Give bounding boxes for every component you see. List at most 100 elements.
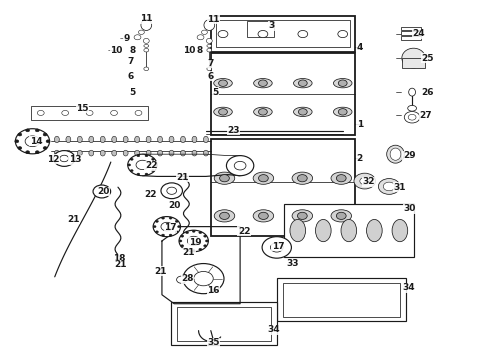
Text: 4: 4 [357, 43, 363, 52]
Circle shape [145, 173, 148, 175]
Ellipse shape [341, 220, 357, 242]
Text: 33: 33 [286, 259, 298, 268]
Text: 11: 11 [207, 15, 220, 24]
Text: 34: 34 [267, 325, 280, 334]
Circle shape [137, 173, 140, 175]
Circle shape [15, 140, 19, 143]
FancyBboxPatch shape [211, 53, 355, 135]
Text: 6: 6 [127, 72, 133, 81]
Circle shape [259, 175, 269, 182]
Ellipse shape [207, 44, 212, 47]
Text: 17: 17 [272, 242, 285, 251]
Text: 15: 15 [76, 104, 89, 113]
Circle shape [18, 133, 22, 136]
Ellipse shape [331, 172, 351, 184]
Circle shape [336, 212, 346, 220]
Ellipse shape [333, 78, 352, 88]
Circle shape [181, 235, 184, 237]
Circle shape [199, 248, 202, 251]
Text: 3: 3 [269, 21, 275, 30]
Circle shape [25, 136, 40, 147]
Ellipse shape [214, 210, 235, 222]
Ellipse shape [100, 150, 105, 156]
FancyBboxPatch shape [284, 204, 414, 257]
Circle shape [270, 243, 283, 252]
Ellipse shape [390, 148, 401, 160]
Ellipse shape [294, 107, 312, 117]
Circle shape [298, 31, 308, 38]
Circle shape [204, 245, 207, 247]
Circle shape [43, 133, 47, 136]
Circle shape [145, 155, 148, 157]
Text: 7: 7 [208, 59, 214, 68]
Circle shape [15, 129, 49, 154]
Circle shape [234, 161, 246, 170]
Ellipse shape [144, 44, 149, 47]
Circle shape [338, 80, 347, 86]
Circle shape [298, 80, 307, 86]
Text: 5: 5 [129, 87, 136, 96]
Circle shape [186, 231, 189, 234]
Circle shape [179, 240, 182, 242]
Circle shape [60, 155, 69, 162]
Ellipse shape [158, 136, 163, 143]
Ellipse shape [66, 136, 71, 143]
FancyBboxPatch shape [401, 36, 421, 40]
Text: 22: 22 [145, 161, 157, 170]
Text: 20: 20 [98, 187, 110, 196]
Ellipse shape [402, 48, 425, 68]
Ellipse shape [135, 150, 140, 156]
Circle shape [258, 31, 268, 38]
Ellipse shape [214, 78, 232, 88]
Text: 11: 11 [140, 14, 152, 23]
Ellipse shape [408, 105, 416, 111]
Circle shape [37, 111, 44, 116]
Circle shape [154, 164, 157, 166]
Circle shape [86, 111, 93, 116]
Circle shape [338, 109, 347, 115]
Circle shape [135, 111, 142, 116]
Ellipse shape [169, 136, 174, 143]
Text: 25: 25 [421, 54, 434, 63]
Circle shape [137, 155, 140, 157]
Circle shape [201, 30, 207, 35]
Circle shape [336, 175, 346, 182]
Circle shape [220, 175, 229, 182]
Circle shape [338, 31, 347, 38]
FancyBboxPatch shape [211, 139, 355, 235]
Text: 10: 10 [183, 46, 195, 55]
FancyBboxPatch shape [247, 22, 274, 37]
Circle shape [46, 140, 50, 143]
Circle shape [25, 129, 29, 132]
Text: 32: 32 [363, 177, 375, 186]
Circle shape [226, 156, 254, 176]
Ellipse shape [112, 136, 117, 143]
Circle shape [186, 248, 189, 251]
Text: 9: 9 [123, 34, 130, 43]
Ellipse shape [367, 220, 382, 242]
Ellipse shape [204, 20, 215, 31]
Circle shape [175, 231, 178, 233]
Ellipse shape [77, 136, 82, 143]
Circle shape [298, 109, 307, 115]
Circle shape [219, 80, 227, 86]
Text: 21: 21 [114, 261, 126, 270]
Ellipse shape [135, 136, 140, 143]
Circle shape [161, 183, 182, 199]
Ellipse shape [77, 150, 82, 156]
Circle shape [136, 160, 149, 170]
Circle shape [192, 230, 195, 232]
Ellipse shape [292, 172, 313, 184]
Ellipse shape [123, 136, 128, 143]
Text: 31: 31 [393, 183, 406, 192]
Circle shape [128, 164, 131, 166]
Text: 24: 24 [413, 29, 425, 38]
Ellipse shape [66, 150, 71, 156]
Circle shape [130, 158, 133, 160]
Text: 18: 18 [113, 255, 125, 264]
Text: 35: 35 [207, 338, 220, 347]
Ellipse shape [192, 136, 197, 143]
Text: 16: 16 [207, 286, 220, 295]
Ellipse shape [203, 136, 208, 143]
Text: 8: 8 [129, 46, 136, 55]
